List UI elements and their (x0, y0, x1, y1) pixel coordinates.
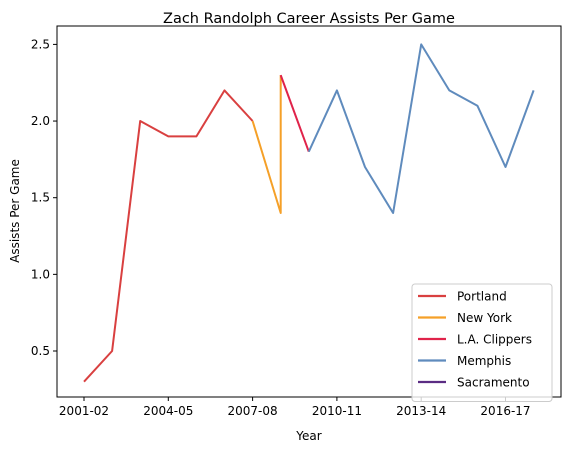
legend-box (411, 283, 553, 402)
legend-label: Sacramento (457, 376, 530, 390)
series-line-3 (307, 43, 535, 214)
x-tick-label: 2010-11 (312, 404, 362, 418)
legend-label: New York (457, 311, 512, 325)
x-tick-label: 2001-02 (59, 404, 109, 418)
series-line-1 (251, 75, 282, 214)
legend-label: L.A. Clippers (457, 333, 532, 347)
x-tick-label: 2007-08 (228, 404, 278, 418)
series-line-2 (279, 74, 310, 153)
x-tick-label: 2013-14 (396, 404, 446, 418)
y-tick-label: 1.5 (31, 191, 50, 205)
legend: Portland New York L.A. Clippers Memphis Sacr… (411, 283, 553, 402)
y-tick-label: 1.0 (31, 267, 50, 281)
chart-title: Zach Randolph Career Assists Per Game (163, 11, 455, 27)
x-axis-label: Year (295, 429, 321, 443)
y-tick-label: 0.5 (31, 344, 50, 358)
x-tick-label: 2004-05 (143, 404, 193, 418)
legend-label: Memphis (457, 354, 511, 368)
y-axis-label: Assists Per Game (8, 159, 22, 263)
x-axis: 2001-02 2004-05 2007-08 2010-11 2013-14 2016-… (59, 397, 531, 418)
y-tick-label: 2.5 (31, 37, 50, 51)
y-axis: 0.5 1.0 1.5 2.0 2.5 (31, 37, 57, 358)
series-lines (83, 43, 535, 383)
plot-area-frame (56, 25, 562, 398)
series-line-0 (83, 89, 254, 383)
x-tick-label: 2016-17 (480, 404, 530, 418)
y-tick-label: 2.0 (31, 114, 50, 128)
legend-label: Portland (457, 290, 507, 304)
